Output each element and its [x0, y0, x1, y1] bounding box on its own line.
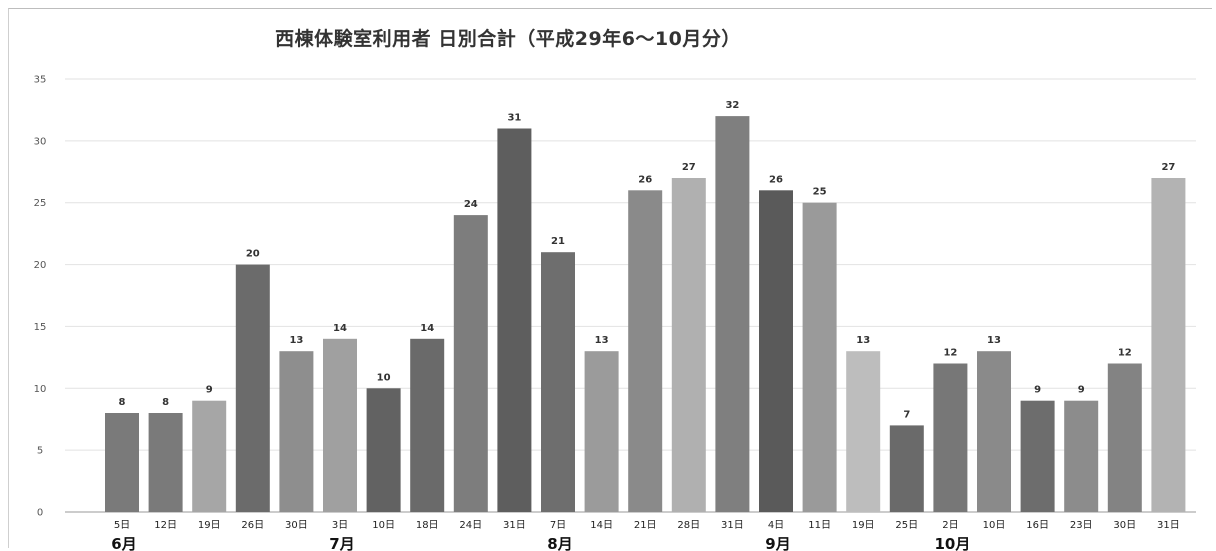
bar: [759, 190, 793, 513]
y-tick-label: 0: [37, 508, 43, 519]
bar: [366, 388, 401, 512]
data-label: 26: [769, 174, 783, 185]
y-axis-ticks: 0 5 10 15 20 25 30 35: [34, 75, 47, 519]
data-label: 13: [987, 335, 1001, 346]
data-label: 31: [507, 113, 521, 124]
bar: [584, 351, 619, 512]
data-label: 9: [206, 385, 213, 396]
bar: [846, 351, 881, 512]
month-labels: 6月 7月 8月 9月 10月: [111, 535, 970, 551]
month-label: 9月: [765, 535, 790, 551]
x-tick-label: 24日: [459, 520, 482, 531]
data-label: 24: [464, 199, 478, 210]
x-tick-label: 26日: [241, 520, 264, 531]
x-tick-label: 31日: [503, 520, 526, 531]
data-label: 27: [1161, 162, 1175, 173]
bar: [889, 425, 924, 512]
data-label: 8: [119, 397, 126, 408]
data-label: 13: [856, 335, 870, 346]
month-label: 8月: [547, 535, 572, 551]
bar: [192, 400, 227, 512]
month-label: 6月: [111, 535, 136, 551]
bar: [279, 351, 314, 512]
chart-title: 西棟体験室利用者 日別合計（平成29年6～10月分）: [275, 28, 741, 50]
data-label: 27: [682, 162, 696, 173]
y-tick-label: 15: [34, 322, 47, 333]
bar: [541, 252, 575, 512]
x-tick-label: 18日: [416, 520, 439, 531]
data-label: 25: [813, 187, 827, 198]
bar: [148, 413, 183, 512]
bar: [715, 116, 750, 512]
data-label: 14: [420, 323, 434, 334]
bars: [105, 116, 1186, 513]
y-tick-label: 10: [34, 384, 47, 395]
data-label: 9: [1034, 385, 1041, 396]
x-tick-label: 16日: [1026, 520, 1049, 531]
data-label: 9: [1078, 385, 1085, 396]
month-label: 10月: [934, 535, 970, 551]
bar: [802, 202, 837, 512]
bar: [1020, 400, 1055, 512]
data-label: 20: [246, 249, 260, 260]
x-tick-label: 10日: [983, 520, 1006, 531]
data-label: 13: [595, 335, 609, 346]
data-label: 12: [1118, 348, 1132, 359]
x-tick-label: 10日: [372, 520, 395, 531]
bar: [323, 338, 357, 512]
data-label: 7: [903, 409, 910, 420]
bar: [977, 351, 1011, 512]
bar: [410, 338, 445, 512]
chart-frame: [8, 8, 1212, 548]
y-tick-label: 5: [37, 446, 43, 457]
x-tick-label: 30日: [285, 520, 308, 531]
data-label: 12: [943, 348, 957, 359]
y-tick-label: 30: [34, 136, 47, 147]
data-label: 21: [551, 236, 565, 247]
bar: [497, 128, 532, 512]
data-labels: 8 8 9 20 13 14 10 14 24 31 21 13 26 27 32 26 25 13 7 12 13 9 9…: [119, 100, 1176, 420]
x-tick-label: 23日: [1070, 520, 1093, 531]
x-tick-label: 25日: [895, 520, 918, 531]
x-tick-label: 31日: [721, 520, 744, 531]
x-tick-label: 19日: [852, 520, 875, 531]
x-tick-label: 5日: [114, 520, 130, 531]
month-label: 7月: [329, 535, 354, 551]
x-tick-label: 11日: [808, 520, 831, 531]
data-label: 26: [638, 174, 652, 185]
bar: [933, 363, 968, 512]
data-label: 10: [377, 372, 391, 383]
x-axis-ticks: 5日 12日 19日 26日 30日 3日 10日 18日 24日 31日 7日 14日 21日 28日 3…: [114, 520, 1180, 531]
bar: [1151, 178, 1186, 512]
bar: [628, 190, 663, 513]
x-tick-label: 4日: [768, 520, 784, 531]
x-tick-label: 14日: [590, 520, 613, 531]
y-tick-label: 25: [34, 198, 47, 209]
data-label: 14: [333, 323, 347, 334]
bar: [1107, 363, 1142, 512]
x-tick-label: 12日: [154, 520, 177, 531]
x-tick-label: 31日: [1157, 520, 1180, 531]
y-tick-label: 35: [34, 75, 47, 86]
data-label: 13: [289, 335, 303, 346]
x-tick-label: 30日: [1113, 520, 1136, 531]
bar: [1064, 400, 1099, 512]
bar: [671, 178, 706, 512]
x-tick-label: 21日: [634, 520, 657, 531]
x-tick-label: 7日: [550, 520, 566, 531]
bar: [105, 413, 139, 512]
data-label: 32: [725, 100, 739, 111]
bar: [235, 264, 270, 512]
x-tick-label: 2日: [942, 520, 958, 531]
y-tick-label: 20: [34, 260, 47, 271]
x-tick-label: 28日: [677, 520, 700, 531]
x-tick-label: 3日: [332, 520, 348, 531]
bar: [453, 215, 488, 512]
x-tick-label: 19日: [198, 520, 221, 531]
data-label: 8: [162, 397, 169, 408]
